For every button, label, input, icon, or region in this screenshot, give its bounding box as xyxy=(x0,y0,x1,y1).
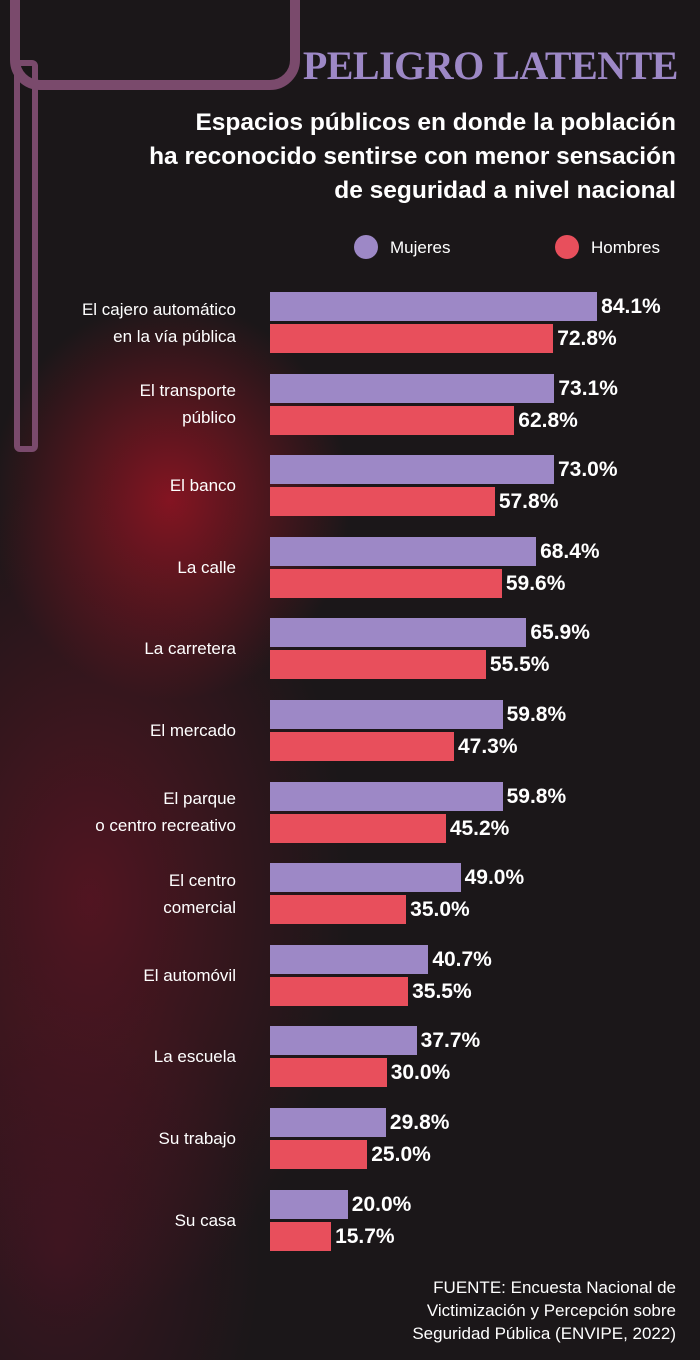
category-label: El centro comercial xyxy=(163,870,236,917)
category-label: La escuela xyxy=(153,1047,236,1067)
category-label: Su trabajo xyxy=(158,1129,237,1148)
value-label: 62.8% xyxy=(518,408,578,432)
value-label: 35.0% xyxy=(410,898,470,922)
category-label: El transporte público xyxy=(139,381,236,428)
bar xyxy=(270,487,495,517)
bar xyxy=(270,700,503,729)
value-label: 29.8% xyxy=(389,1111,450,1134)
category-label: La calle xyxy=(177,557,236,577)
bar xyxy=(270,863,461,893)
source-note: FUENTE: Encuesta Nacional de Victimizaci… xyxy=(412,1278,676,1343)
bar xyxy=(270,944,429,974)
bar xyxy=(270,568,502,598)
bar xyxy=(270,373,555,403)
category-label: La carretera xyxy=(144,639,236,659)
legend-marker xyxy=(555,235,579,259)
value-label: 57.8% xyxy=(498,490,559,514)
value-label: 55.5% xyxy=(489,653,550,677)
bar xyxy=(270,1026,417,1056)
bar xyxy=(270,1108,386,1137)
category-label: El mercado xyxy=(150,721,236,740)
bar xyxy=(270,324,554,353)
bar xyxy=(270,618,527,648)
value-label: 15.7% xyxy=(335,1224,395,1248)
bar xyxy=(270,455,554,485)
value-label: 30.0% xyxy=(390,1061,451,1085)
value-label: 59.8% xyxy=(506,784,567,808)
bar xyxy=(270,1189,348,1219)
value-label: 45.2% xyxy=(449,816,510,840)
value-label: 40.7% xyxy=(432,947,492,971)
bar xyxy=(270,781,503,811)
category-label: El banco xyxy=(169,476,236,496)
category-label: Su casa xyxy=(174,1210,236,1230)
value-label: 35.5% xyxy=(412,979,472,1003)
category-label: El cajero automático en la vía pública xyxy=(81,299,236,346)
bar xyxy=(270,292,598,321)
bar xyxy=(270,813,446,843)
bar xyxy=(270,976,409,1006)
decoration xyxy=(14,60,38,452)
value-label: 84.1% xyxy=(601,295,661,318)
bar xyxy=(270,1221,332,1251)
value-label: 49.0% xyxy=(464,866,525,890)
bar xyxy=(270,732,454,761)
category-label: El automóvil xyxy=(143,965,236,985)
chart-subtitle: Espacios públicos en donde la población … xyxy=(149,109,676,204)
legend-label: Hombres xyxy=(591,238,660,257)
legend-marker xyxy=(354,235,378,259)
bar xyxy=(270,536,537,566)
bar xyxy=(270,895,407,925)
value-label: 47.3% xyxy=(457,735,518,758)
value-label: 25.0% xyxy=(371,1143,431,1166)
bar xyxy=(270,650,486,680)
legend-label: Mujeres xyxy=(390,238,451,257)
bar xyxy=(270,405,515,435)
bar xyxy=(270,1140,368,1169)
decoration xyxy=(10,0,300,90)
value-label: 73.0% xyxy=(557,458,618,482)
value-label: 65.9% xyxy=(530,621,590,645)
bar xyxy=(270,1058,387,1088)
chart-title: PELIGRO LATENTE xyxy=(302,43,679,88)
value-label: 59.6% xyxy=(505,571,566,595)
value-label: 37.7% xyxy=(420,1029,481,1053)
category-label: El parque o centro recreativo xyxy=(95,789,236,836)
value-label: 72.8% xyxy=(557,327,617,350)
value-label: 73.1% xyxy=(558,376,618,400)
value-label: 59.8% xyxy=(506,703,567,726)
value-label: 20.0% xyxy=(351,1192,412,1216)
value-label: 68.4% xyxy=(540,539,600,563)
